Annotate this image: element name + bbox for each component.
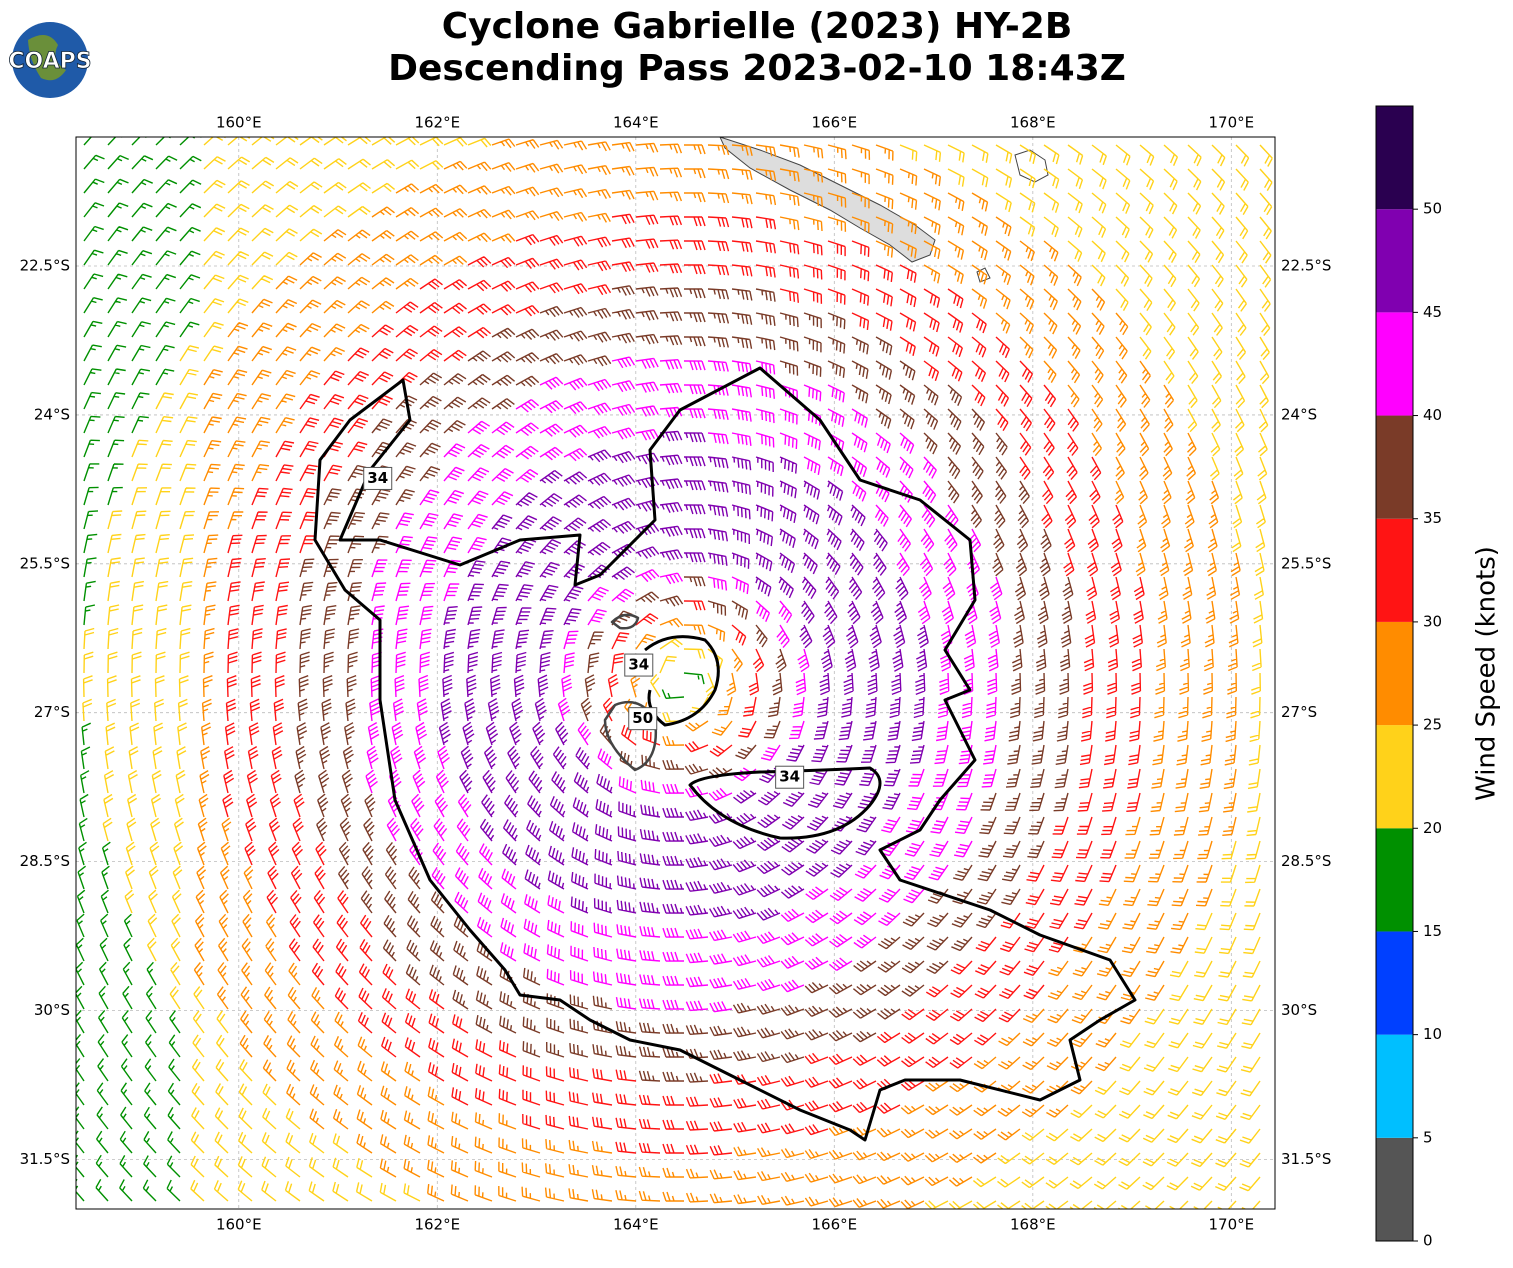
x-tick-label: 164°E <box>613 1216 659 1234</box>
barb-group <box>438 430 929 921</box>
colorbar-swatch <box>1376 828 1413 932</box>
y-tick-label: 30°S <box>1281 1001 1317 1019</box>
barb-group <box>365 356 1003 1013</box>
y-tick-label: 22.5°S <box>20 257 70 275</box>
barb-group <box>222 213 1145 1156</box>
x-tick-label: 168°E <box>1010 1216 1056 1234</box>
x-tick-label: 160°E <box>216 114 262 132</box>
colorbar-tick-label: 30 <box>1423 612 1442 630</box>
new-caledonia <box>719 137 936 263</box>
contour-34kt <box>313 366 1137 1142</box>
colorbar-swatch <box>1376 518 1413 622</box>
colorbar-tick-label: 5 <box>1423 1128 1433 1146</box>
y-tick-label: 30°S <box>34 1001 70 1019</box>
colorbar-swatch <box>1376 1034 1413 1138</box>
x-tick-label: 162°E <box>414 1216 460 1234</box>
x-tick-label: 170°E <box>1209 1216 1255 1234</box>
colorbar-tick-label: 50 <box>1423 200 1442 218</box>
contour-34kt <box>688 766 882 840</box>
y-tick-label: 28.5°S <box>1281 852 1331 870</box>
colorbar-tick-label: 0 <box>1423 1232 1433 1250</box>
x-tick-label: 162°E <box>414 114 460 132</box>
contour-label: 50 <box>632 709 653 727</box>
contour-label-box <box>775 765 805 789</box>
title: Cyclone Gabrielle (2023) HY-2B <box>442 6 1073 47</box>
barb-group <box>193 138 1241 1209</box>
colorbar-swatch <box>1376 1137 1413 1241</box>
logo-land <box>28 35 66 81</box>
contour-label-box <box>363 466 393 490</box>
y-tick-label: 24°S <box>1281 405 1317 423</box>
y-tick-label: 24°S <box>34 405 70 423</box>
subtitle: Descending Pass 2023-02-10 18:43Z <box>388 48 1126 89</box>
colorbar-tick-label: 40 <box>1423 406 1442 424</box>
x-tick-label: 168°E <box>1010 114 1056 132</box>
barb-group <box>82 137 1273 1209</box>
contour-label: 34 <box>367 469 388 487</box>
colorbar-tick-label: 45 <box>1423 303 1442 321</box>
colorbar-swatch <box>1376 621 1413 726</box>
x-tick-label: 166°E <box>812 114 858 132</box>
contour-label-box <box>628 707 658 731</box>
colorbar-label: Wind Speed (knots) <box>1472 546 1502 801</box>
contour-label: 34 <box>628 656 649 674</box>
land <box>719 137 1049 283</box>
barb-group <box>294 285 1074 1083</box>
colorbar-tick-label: 35 <box>1423 509 1442 527</box>
y-tick-label: 27°S <box>34 703 70 721</box>
y-tick-label: 22.5°S <box>1281 257 1331 275</box>
colorbar: 0 5 10 15 20 25 30 35 40 45 50 Wind Speed (knots) <box>1375 105 1502 1250</box>
y-tick-label: 31.5°S <box>1281 1150 1331 1168</box>
colorbar-swatch <box>1376 415 1413 519</box>
contour-labels: 34 34 50 34 <box>363 466 805 789</box>
x-tick-label: 170°E <box>1209 114 1255 132</box>
colorbar-frame <box>1375 105 1414 1242</box>
y-tick-label: 27°S <box>1281 703 1317 721</box>
colorbar-tick-label: 15 <box>1423 922 1442 940</box>
colorbar-swatch <box>1376 106 1413 210</box>
colorbar-swatch <box>1376 312 1413 416</box>
y-tick-label: 25.5°S <box>1281 554 1331 572</box>
contour-50kt <box>610 613 640 630</box>
contour-50kt <box>603 700 658 772</box>
plot-frame <box>75 136 1276 1210</box>
logo: COAPS <box>8 22 92 98</box>
wind-barbs <box>76 137 1273 1209</box>
colorbar-tick-label: 20 <box>1423 819 1442 837</box>
colorbar-swatch <box>1376 209 1413 313</box>
colorbar-tick-label: 10 <box>1423 1025 1442 1043</box>
contour-label: 34 <box>779 768 800 786</box>
logo-text: COAPS <box>8 49 91 74</box>
y-tick-label: 25.5°S <box>20 554 70 572</box>
x-tick-label: 164°E <box>613 114 659 132</box>
y-tick-label: 28.5°S <box>20 852 70 870</box>
island <box>1014 149 1049 183</box>
contour-label-box <box>624 653 654 677</box>
x-tick-label: 166°E <box>812 1216 858 1234</box>
y-tick-label: 31.5°S <box>20 1150 70 1168</box>
colorbar-swatch <box>1376 725 1413 829</box>
x-tick-label: 160°E <box>216 1216 262 1234</box>
barb-group <box>76 137 705 1202</box>
contours <box>313 366 1137 1142</box>
colorbar-tick-label: 25 <box>1423 716 1442 734</box>
colorbar-swatch <box>1376 931 1413 1035</box>
